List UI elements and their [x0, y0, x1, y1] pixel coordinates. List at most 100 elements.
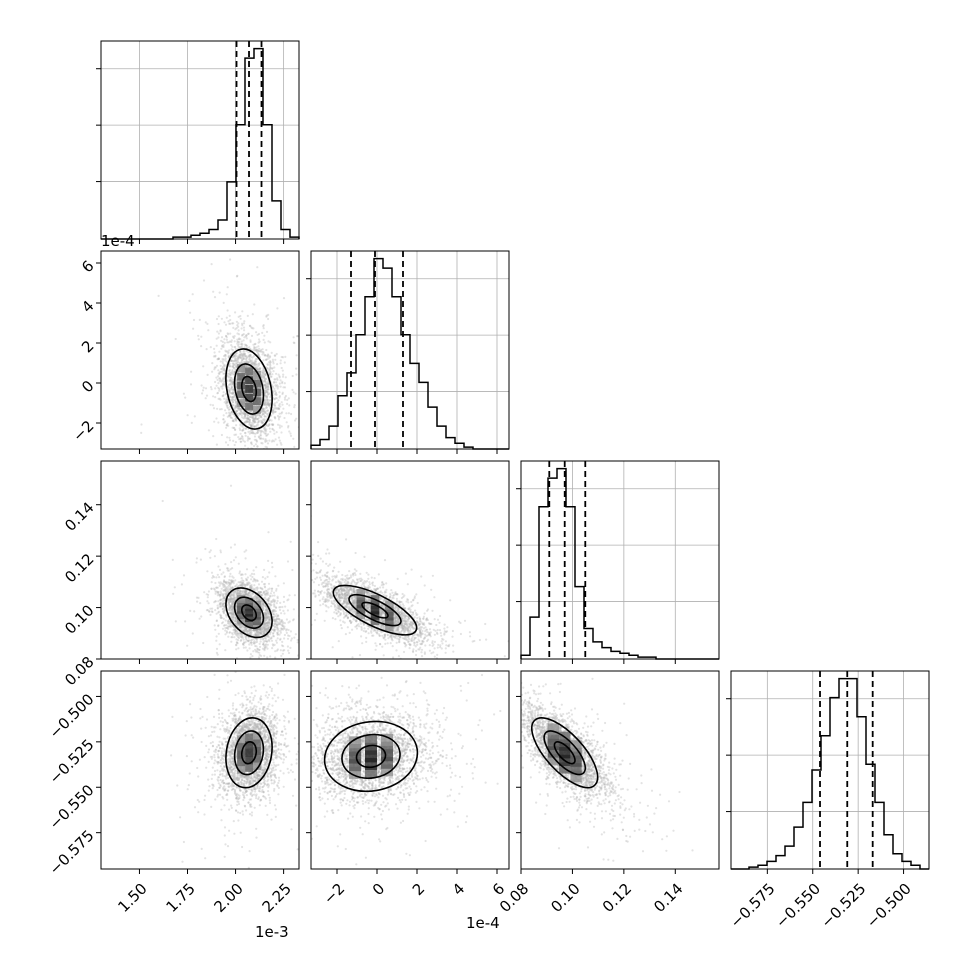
scatter-point — [227, 601, 230, 604]
scatter-point — [273, 404, 277, 408]
scatter-point — [242, 412, 245, 415]
scatter-point — [238, 581, 241, 584]
scatter-point — [248, 418, 251, 421]
scatter-point — [232, 397, 235, 400]
scatter-point — [262, 338, 265, 341]
scatter-point — [255, 595, 258, 598]
scatter-contents-2-0 — [161, 484, 323, 659]
scatter-point — [240, 457, 242, 459]
scatter-point — [245, 349, 248, 353]
scatter-point — [223, 583, 226, 586]
scatter-point — [287, 621, 290, 624]
scatter-point — [242, 644, 245, 647]
scatter-point — [271, 409, 275, 412]
scatter-point — [261, 421, 264, 424]
scatter-point — [220, 367, 223, 370]
scatter-point — [228, 598, 231, 601]
scatter-point — [279, 441, 282, 444]
scatter-point — [254, 580, 257, 583]
scatter-point — [284, 376, 287, 379]
scatter-point — [224, 613, 227, 617]
hist-panel-1 — [306, 250, 510, 450]
scatter-point — [256, 647, 259, 650]
scatter-point — [251, 362, 254, 365]
scatter-point — [235, 641, 238, 644]
scatter-point — [216, 607, 219, 610]
scatter-point — [243, 355, 246, 358]
scatter-point — [229, 379, 232, 382]
scatter-point — [234, 407, 237, 410]
scatter-point — [219, 590, 222, 593]
scatter-point — [235, 381, 238, 384]
scatter-point — [225, 338, 228, 341]
scatter-point — [221, 595, 225, 598]
scatter-point — [226, 620, 230, 623]
scatter-point — [259, 590, 262, 594]
scatter-point — [229, 381, 233, 384]
scatter-point — [274, 384, 277, 387]
scatter-point — [248, 629, 251, 632]
scatter-point — [276, 414, 280, 418]
scatter-point — [268, 615, 271, 618]
scatter-point — [191, 293, 194, 296]
scatter-point — [213, 624, 216, 627]
scatter-point — [276, 378, 279, 381]
scatter-point — [223, 365, 226, 368]
scatter-point — [231, 345, 234, 348]
scatter-point — [229, 605, 232, 608]
scatter-point — [261, 376, 264, 379]
scatter-point — [232, 366, 235, 369]
scatter-point — [257, 364, 261, 367]
scatter-point — [234, 418, 237, 421]
scatter-point — [218, 593, 221, 597]
scatter-point — [238, 633, 241, 636]
scatter-point — [264, 426, 267, 429]
scatter-point — [231, 586, 234, 589]
scatter-point — [268, 617, 271, 621]
scatter-point — [262, 583, 265, 586]
scatter-point — [240, 414, 243, 417]
scatter-point — [228, 408, 231, 411]
scatter-point — [279, 362, 282, 365]
scatter-point — [276, 363, 279, 366]
scatter-point — [234, 359, 237, 362]
scatter-point — [266, 353, 270, 356]
scatter-point — [264, 373, 267, 376]
scatter-point — [236, 591, 239, 594]
scatter-point — [321, 612, 323, 614]
scatter-point — [236, 632, 239, 635]
scatter-point — [249, 359, 252, 363]
scatter-point — [220, 347, 223, 350]
scatter-point — [227, 424, 230, 427]
scatter-point — [252, 432, 255, 435]
scatter-point — [258, 367, 262, 371]
scatter-point — [253, 641, 256, 645]
scatter-point — [209, 549, 212, 552]
scatter-point — [256, 588, 259, 592]
scatter-point — [277, 627, 280, 630]
scatter-point — [228, 395, 232, 399]
scatter-point — [220, 616, 224, 619]
scatter-point — [244, 589, 247, 592]
scatter-point — [296, 335, 299, 338]
scatter-point — [189, 311, 192, 314]
scatter-point — [249, 653, 252, 656]
scatter-point — [229, 387, 232, 390]
scatter-point — [271, 566, 274, 569]
scatter-point — [238, 356, 241, 359]
scatter-point — [218, 371, 221, 374]
scatter-point — [272, 408, 275, 411]
scatter-point — [264, 592, 268, 595]
scatter-point — [232, 582, 235, 585]
scatter-point — [276, 633, 279, 636]
scatter-point — [283, 622, 286, 625]
scatter-point — [242, 592, 245, 595]
scatter-point — [265, 434, 268, 437]
scatter-point — [227, 587, 230, 590]
scatter-point — [234, 585, 237, 588]
scatter-point — [246, 630, 249, 633]
scatter-point — [238, 589, 241, 592]
scatter-point — [232, 597, 235, 601]
scatter-point — [243, 415, 246, 418]
scatter-point — [264, 624, 267, 627]
